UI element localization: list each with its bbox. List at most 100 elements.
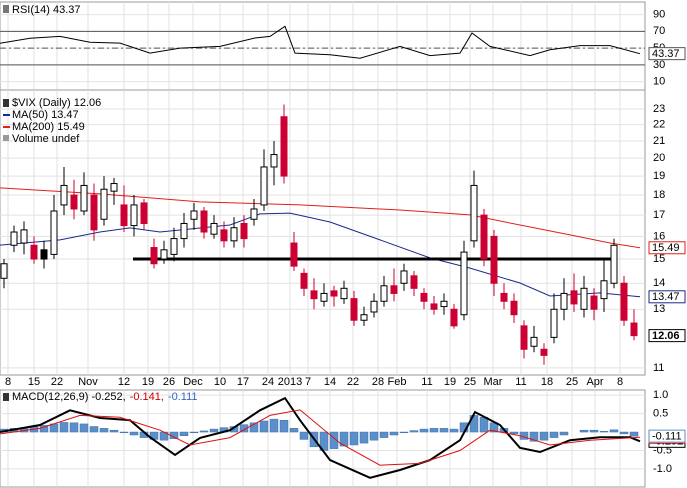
x-tick-label: 14 xyxy=(324,376,336,388)
y-tick-label: 15 xyxy=(653,253,665,265)
candle-body xyxy=(100,188,108,220)
panel-frame xyxy=(0,1,646,91)
histogram-bar xyxy=(609,429,619,433)
y-tick-label: 16 xyxy=(653,230,665,242)
histogram-bar xyxy=(279,419,289,433)
legend: MA(50) 13.47 xyxy=(12,109,79,121)
x-tick-label: 8 xyxy=(5,376,11,388)
candle-body xyxy=(0,263,8,279)
histogram-bar xyxy=(559,431,569,436)
last-value-label: 15.49 xyxy=(652,242,680,254)
histogram-bar xyxy=(419,428,429,433)
histogram-bar xyxy=(509,431,519,435)
candle-body xyxy=(380,285,388,302)
candle-body xyxy=(40,249,48,260)
candle-body xyxy=(200,210,208,233)
legend-part: -0.111 xyxy=(168,391,198,403)
candle-body xyxy=(580,287,588,310)
x-tick-label: 19 xyxy=(142,376,154,388)
histogram-bar xyxy=(479,417,489,433)
candle-body xyxy=(60,184,68,206)
candle-body xyxy=(330,290,338,297)
candle-body xyxy=(300,272,308,289)
histogram-bar xyxy=(379,431,389,438)
candle-body xyxy=(520,325,528,350)
last-value-box xyxy=(648,429,686,443)
y-tick-label: -1.0 xyxy=(653,463,672,475)
candle-body xyxy=(80,184,88,212)
legend-icon xyxy=(3,393,9,401)
candle-body xyxy=(120,204,128,227)
last-value-label: 43.37 xyxy=(652,48,680,60)
x-tick-label: 19 xyxy=(444,376,456,388)
candle-body xyxy=(460,251,468,316)
histogram-bar xyxy=(119,431,129,434)
x-tick-label: Nov xyxy=(78,376,98,388)
line xyxy=(0,25,641,59)
histogram-bar xyxy=(369,431,379,441)
candle-body xyxy=(10,231,18,246)
x-tick-label: 17 xyxy=(237,376,249,388)
candle-body xyxy=(220,229,228,242)
x-tick-label: 11 xyxy=(421,376,432,388)
y-tick-label: 11 xyxy=(653,362,664,374)
candle-body xyxy=(250,208,258,220)
x-tick-label: 26 xyxy=(163,376,175,388)
histogram-bar xyxy=(429,428,439,433)
histogram-bar xyxy=(79,423,89,433)
candle-body xyxy=(230,227,238,242)
last-value-label: 12.06 xyxy=(652,330,680,342)
y-tick-label: 19 xyxy=(653,170,665,182)
candle-body xyxy=(150,247,158,265)
candle-body xyxy=(310,290,318,300)
last-value-box xyxy=(648,241,686,255)
candle-body xyxy=(280,116,288,177)
candle-body xyxy=(110,183,118,192)
histogram-bar xyxy=(389,431,399,436)
candle-body xyxy=(130,204,138,227)
histogram-bar xyxy=(359,431,369,444)
histogram-bar xyxy=(329,431,339,449)
histogram-bar xyxy=(409,430,419,433)
candle-body xyxy=(190,210,198,220)
candle-body xyxy=(360,314,368,321)
x-tick-label: Dec xyxy=(183,376,203,388)
legend: MA(200) 15.49 xyxy=(12,121,85,133)
x-tick-label: 2013 xyxy=(278,376,302,388)
candle-body xyxy=(290,242,298,267)
candle-body xyxy=(560,292,568,310)
y-tick-label: 21 xyxy=(653,135,665,147)
x-tick-label: 18 xyxy=(541,376,553,388)
histogram-bar xyxy=(59,422,69,433)
y-tick-label: 22 xyxy=(653,119,665,131)
x-tick-label: Mar xyxy=(484,376,503,388)
candle-body xyxy=(450,308,458,327)
candle-body xyxy=(480,214,488,260)
histogram-bar xyxy=(619,431,629,435)
candle-body xyxy=(270,154,278,168)
legend: MACD(12,26,9) -0.252, -0.141, -0.111 xyxy=(12,391,198,403)
x-tick-label: Feb xyxy=(388,376,407,388)
histogram-bar xyxy=(109,429,119,433)
histogram-bar xyxy=(89,426,99,433)
y-tick-label: 17 xyxy=(653,209,665,221)
candle-body xyxy=(260,166,268,206)
candle-body xyxy=(430,303,438,310)
histogram-bar xyxy=(349,431,359,446)
x-tick-label: 24 xyxy=(262,376,274,388)
y-tick-label: 70 xyxy=(653,25,665,37)
candle-body xyxy=(590,295,598,310)
candle-body xyxy=(600,280,608,300)
candle-body xyxy=(420,292,428,302)
candle-body xyxy=(20,229,28,244)
candle-body xyxy=(170,238,178,255)
last-value-label: -0.111 xyxy=(652,431,682,443)
candle-body xyxy=(490,235,498,284)
line xyxy=(0,409,641,466)
candle-body xyxy=(210,222,218,235)
x-tick-label: 25 xyxy=(566,376,578,388)
candle-body xyxy=(440,300,448,308)
x-tick-label: 12 xyxy=(118,376,130,388)
line xyxy=(0,187,641,249)
last-value-box xyxy=(648,290,686,304)
